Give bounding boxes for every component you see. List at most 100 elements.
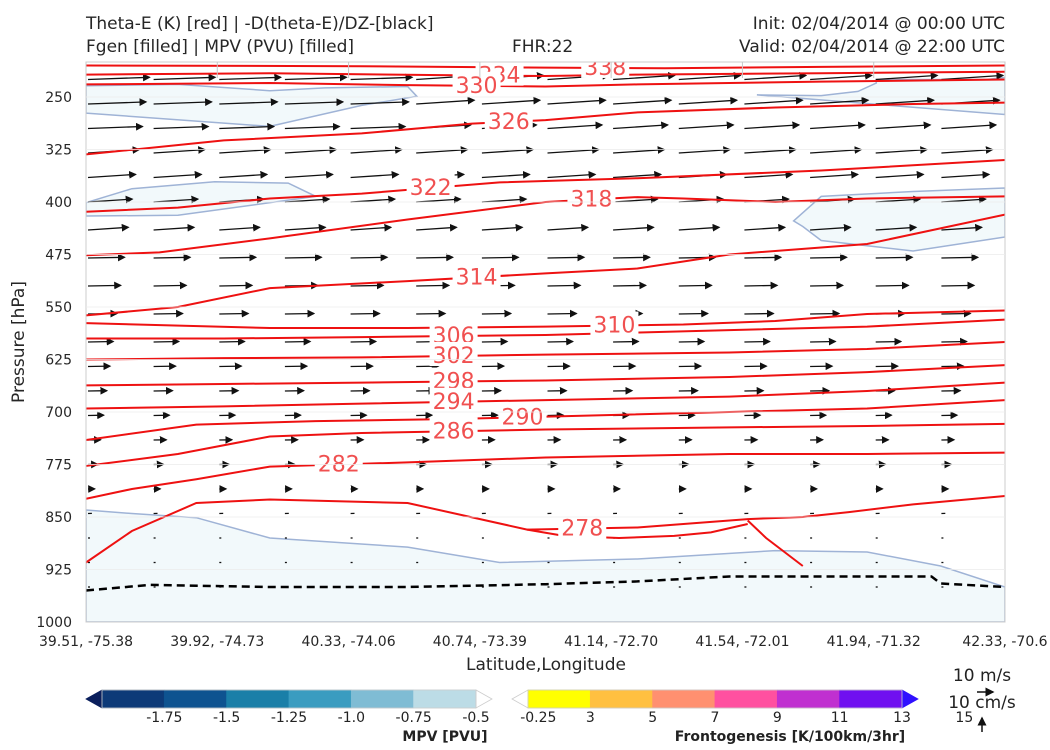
wind-vector-112: [87, 281, 122, 290]
colorbar-1-swatch-7: [901, 689, 919, 709]
valid-time: Valid: 02/04/2014 @ 22:00 UTC: [739, 37, 1005, 57]
wind-vector-58: [219, 170, 269, 179]
wind-vector-78: [613, 195, 659, 204]
contour-label-bg-282: [314, 450, 363, 475]
wind-vector-99: [153, 253, 192, 262]
mpv-region-2: [756, 76, 1005, 116]
colorbar-0-tick-2: -1.25: [271, 710, 307, 726]
wind-vector-152: [875, 337, 903, 346]
x-tick-2: 40.33, -74.06: [302, 634, 396, 650]
wind-vector-117: [416, 281, 451, 290]
colorbar-0-tick-3: -1.0: [338, 710, 365, 726]
wind-vector-57: [153, 170, 203, 179]
wind-vector-104: [481, 253, 520, 262]
wind-vector-41: [941, 121, 998, 130]
wind-vector-121: [678, 281, 713, 290]
wind-vector-20: [481, 96, 542, 105]
wind-vector-85: [153, 223, 196, 232]
wind-vector-140: [87, 337, 115, 346]
wind-vector-114: [219, 281, 254, 290]
contour-label-282: 282: [318, 453, 360, 478]
y-tick-475: 475: [45, 248, 72, 264]
wind-vector-147: [547, 337, 574, 346]
y-tick-700: 700: [45, 405, 72, 421]
wind-vector-83: [941, 195, 987, 204]
contour-label-bg-326: [484, 107, 533, 132]
wind-vector-98: [87, 253, 126, 262]
wind-vector-50: [613, 146, 666, 154]
colorbar-1-swatch-6: [839, 689, 903, 709]
wind-vector-143: [284, 337, 312, 346]
y-tick-250: 250: [45, 90, 72, 106]
wind-vector-75: [416, 195, 462, 204]
x-tick-6: 41.94, -71.32: [827, 634, 921, 650]
theta-e-contour-seg17: [747, 519, 804, 567]
colorbar-0-tick-1: -1.5: [213, 710, 240, 726]
y-tick-550: 550: [45, 300, 72, 316]
forecast-hour: FHR:22: [512, 37, 574, 57]
wind-vector-96: [875, 223, 918, 232]
wind-vector-22: [613, 96, 673, 105]
x-axis-ticks: 39.51, -75.38 39.92, -74.73 40.33, -74.06 4…: [39, 62, 1048, 650]
theta-e-contour-330: [86, 78, 1005, 88]
wind-vector-149: [678, 337, 706, 346]
wind-vector-15: [153, 98, 213, 107]
x-tick-1: 39.92, -74.73: [170, 634, 264, 650]
ref-vector-label-ms: 10 m/s: [953, 666, 1011, 686]
contour-label-bg-338: [581, 62, 630, 78]
wind-vector-55: [941, 146, 994, 154]
colorbar-0-title: MPV [PVU]: [402, 729, 487, 745]
y-tick-850: 850: [45, 510, 72, 526]
wind-vector-125: [941, 281, 976, 290]
mpv-region-4: [86, 509, 1005, 622]
contour-label-310: 310: [593, 314, 635, 339]
wind-vector-19: [416, 96, 476, 105]
wind-vector-44: [219, 146, 272, 154]
y-tick-625: 625: [45, 353, 72, 369]
mpv-fill-layer: [86, 76, 1005, 622]
wind-vector-53: [810, 146, 863, 154]
y-tick-1000: 1000: [36, 615, 72, 631]
colorbar-1-tick-5: 13: [893, 710, 911, 726]
colorbar-1-tick-2: 7: [711, 710, 720, 726]
wind-vector-73: [284, 195, 331, 204]
wind-vector-3: [284, 73, 348, 82]
wind-vector-122: [744, 281, 779, 290]
colorbar-1-tick-4: 11: [831, 710, 849, 726]
theta-e-contour-334: [86, 70, 1005, 78]
mpv-region-3: [792, 187, 1005, 252]
contour-label-bg-322: [406, 174, 455, 198]
wind-vector-9: [678, 71, 742, 81]
wind-vector-102: [350, 253, 389, 262]
wind-vector-120: [613, 281, 648, 290]
colorbar-0-swatch-5: [350, 689, 415, 709]
wind-vector-48: [481, 146, 535, 154]
wind-vector-16: [219, 98, 279, 107]
colorbar-0-frame: [101, 689, 477, 709]
wind-vector-0: [87, 73, 151, 82]
wind-vector-76: [481, 195, 528, 204]
wind-vector-130: [350, 309, 381, 318]
theta-e-contour-294: [86, 381, 1005, 410]
wind-vector-105: [547, 253, 586, 262]
wind-vector-113: [153, 281, 188, 290]
wind-vector-32: [350, 122, 407, 131]
contour-label-bg-302: [429, 342, 478, 366]
title-line-2: Fgen [filled] | MPV (PVU) [filled]: [86, 37, 355, 57]
wind-vector-29: [153, 122, 210, 131]
plot-frame: [85, 61, 1006, 623]
wind-vector-146: [481, 337, 509, 346]
theta-e-contour-314: [86, 213, 1005, 317]
wind-vector-35: [547, 121, 604, 130]
wind-vector-153: [941, 337, 968, 346]
mpv-region-0: [86, 83, 419, 128]
contour-label-294: 294: [433, 390, 475, 415]
wind-vector-67: [810, 170, 859, 179]
y-axis-label: Pressure [hPa]: [9, 281, 29, 403]
contour-label-322: 322: [410, 176, 452, 201]
y-tick-400: 400: [45, 195, 72, 211]
contour-label-bg-290: [498, 403, 547, 428]
theta-e-contour-298: [86, 364, 1005, 387]
contour-label-bg-286: [429, 417, 478, 442]
wind-vector-116: [350, 281, 385, 290]
